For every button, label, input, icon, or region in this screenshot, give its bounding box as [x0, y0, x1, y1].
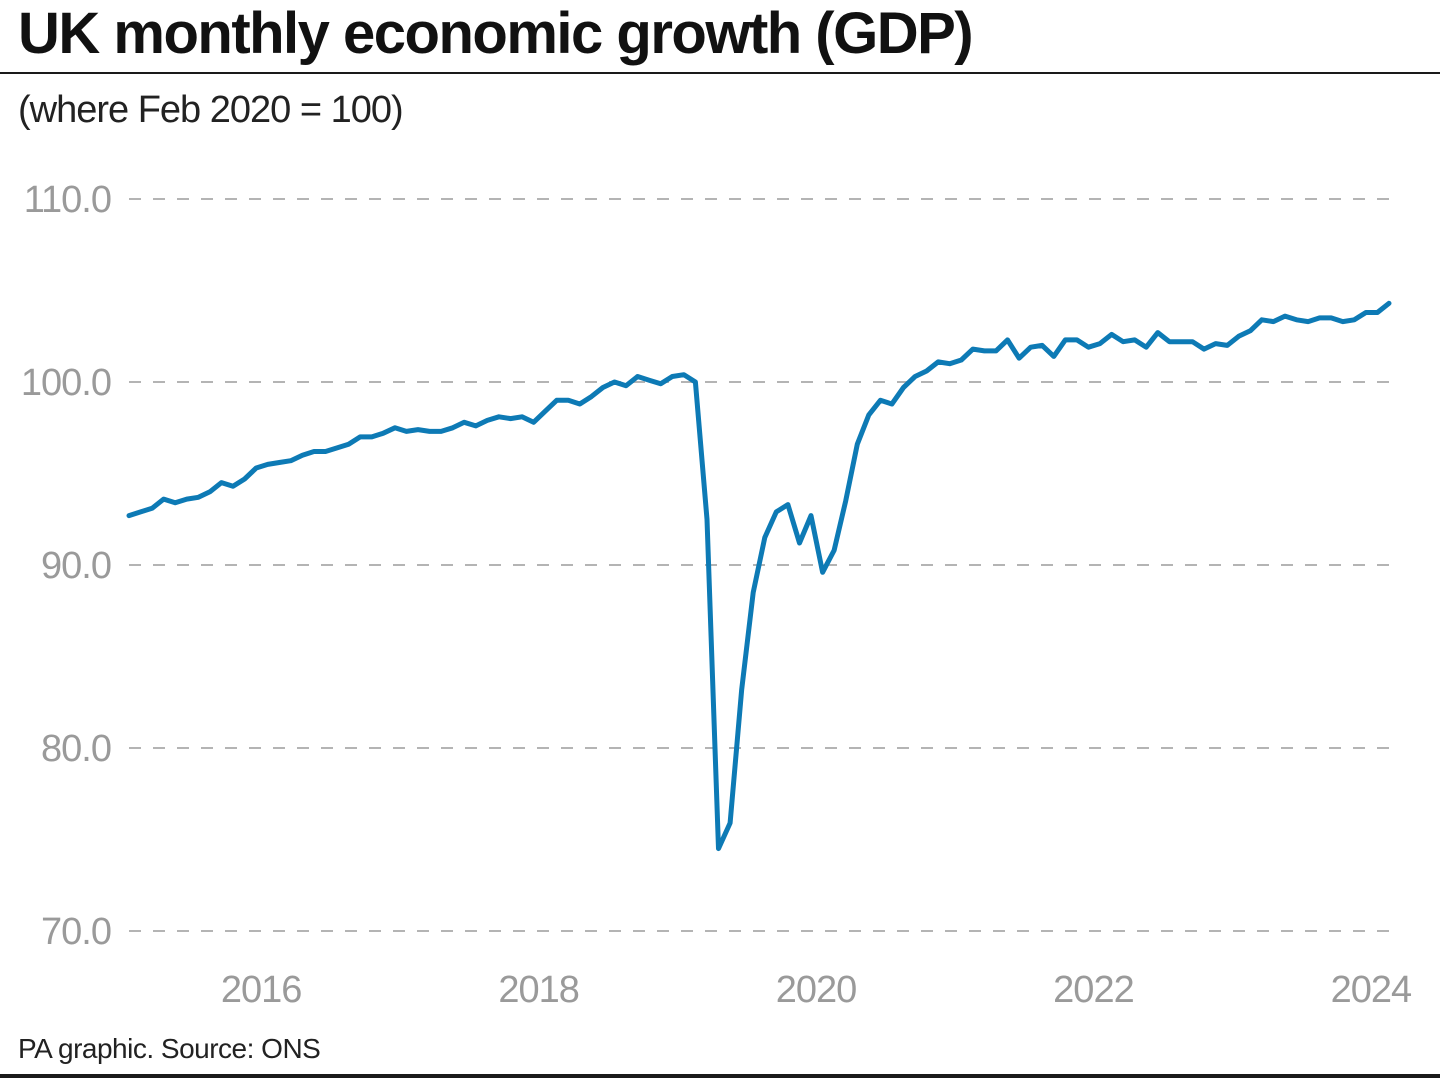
y-axis-ticks: 70.0 80.0 90.0 100.0 110.0 [21, 179, 112, 953]
x-tick-label: 2024 [1331, 969, 1412, 1011]
y-tick-label: 80.0 [41, 728, 111, 770]
y-tick-label: 90.0 [41, 545, 111, 587]
bottom-divider [0, 1074, 1440, 1078]
series-layer [126, 300, 1392, 852]
title-divider [0, 72, 1440, 74]
chart-subtitle: (where Feb 2020 = 100) [18, 89, 404, 131]
y-tick-label: 100.0 [21, 362, 111, 404]
y-tick-label: 110.0 [24, 179, 111, 221]
y-tick-label: 70.0 [41, 911, 111, 953]
gdp-series-line [126, 300, 1392, 852]
x-axis-ticks: 2016 2018 2020 2022 2024 [221, 969, 1413, 1011]
x-tick-label: 2022 [1053, 969, 1134, 1011]
x-tick-label: 2020 [776, 969, 857, 1011]
chart-title: UK monthly economic growth (GDP) [18, 1, 974, 66]
x-tick-label: 2018 [498, 969, 579, 1011]
source-credit: PA graphic. Source: ONS [18, 1033, 321, 1064]
x-tick-label: 2016 [221, 969, 302, 1011]
